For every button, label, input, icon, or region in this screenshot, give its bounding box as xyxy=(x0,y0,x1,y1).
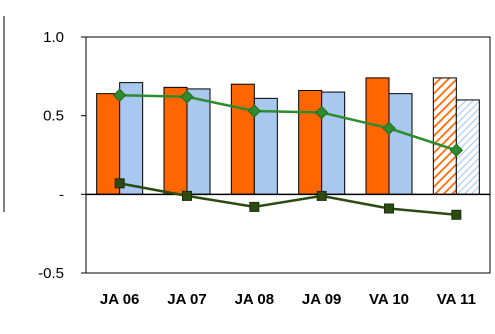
x-axis-ticks: JA 06 JA 07 JA 08 JA 09 VA 10 VA 11 xyxy=(100,291,476,308)
bar xyxy=(365,77,390,195)
data-point-diamond xyxy=(247,104,262,118)
x-tick-label: JA 09 xyxy=(302,291,341,308)
lines xyxy=(112,88,464,220)
bar xyxy=(186,88,211,195)
x-tick-label: VA 10 xyxy=(369,291,409,308)
data-point-diamond xyxy=(180,90,194,104)
x-tick-label: JA 06 xyxy=(100,291,139,308)
bar xyxy=(321,91,346,195)
y-tick-label: -0.5 xyxy=(38,265,64,282)
data-point-diamond xyxy=(314,105,329,120)
data-point-diamond xyxy=(449,143,464,157)
plot-area-frame xyxy=(85,36,491,274)
x-tick-label: JA 07 xyxy=(167,291,206,308)
data-point-diamond xyxy=(382,121,396,135)
data-point-square xyxy=(384,203,394,214)
bar xyxy=(388,93,413,195)
x-tick-label: VA 11 xyxy=(437,291,476,308)
data-point-square xyxy=(316,190,327,201)
data-point-square xyxy=(249,201,260,212)
y-axis-ticks: 1.0 0.5 - -0.5 xyxy=(38,29,86,282)
y-tick-label: 0.5 xyxy=(43,108,64,125)
y-tick-label: 1.0 xyxy=(43,29,64,46)
series-line xyxy=(119,182,457,217)
bar xyxy=(119,82,144,195)
data-point-diamond xyxy=(112,88,127,102)
y-tick-label: - xyxy=(59,186,64,203)
bar xyxy=(163,86,188,195)
bar xyxy=(230,83,255,195)
series-line xyxy=(119,93,457,152)
x-tick-label: JA 08 xyxy=(235,291,274,308)
bar xyxy=(298,89,323,195)
data-point-square xyxy=(114,178,125,189)
data-point-square xyxy=(182,190,192,201)
data-point-square xyxy=(451,209,462,220)
bar xyxy=(432,77,457,195)
